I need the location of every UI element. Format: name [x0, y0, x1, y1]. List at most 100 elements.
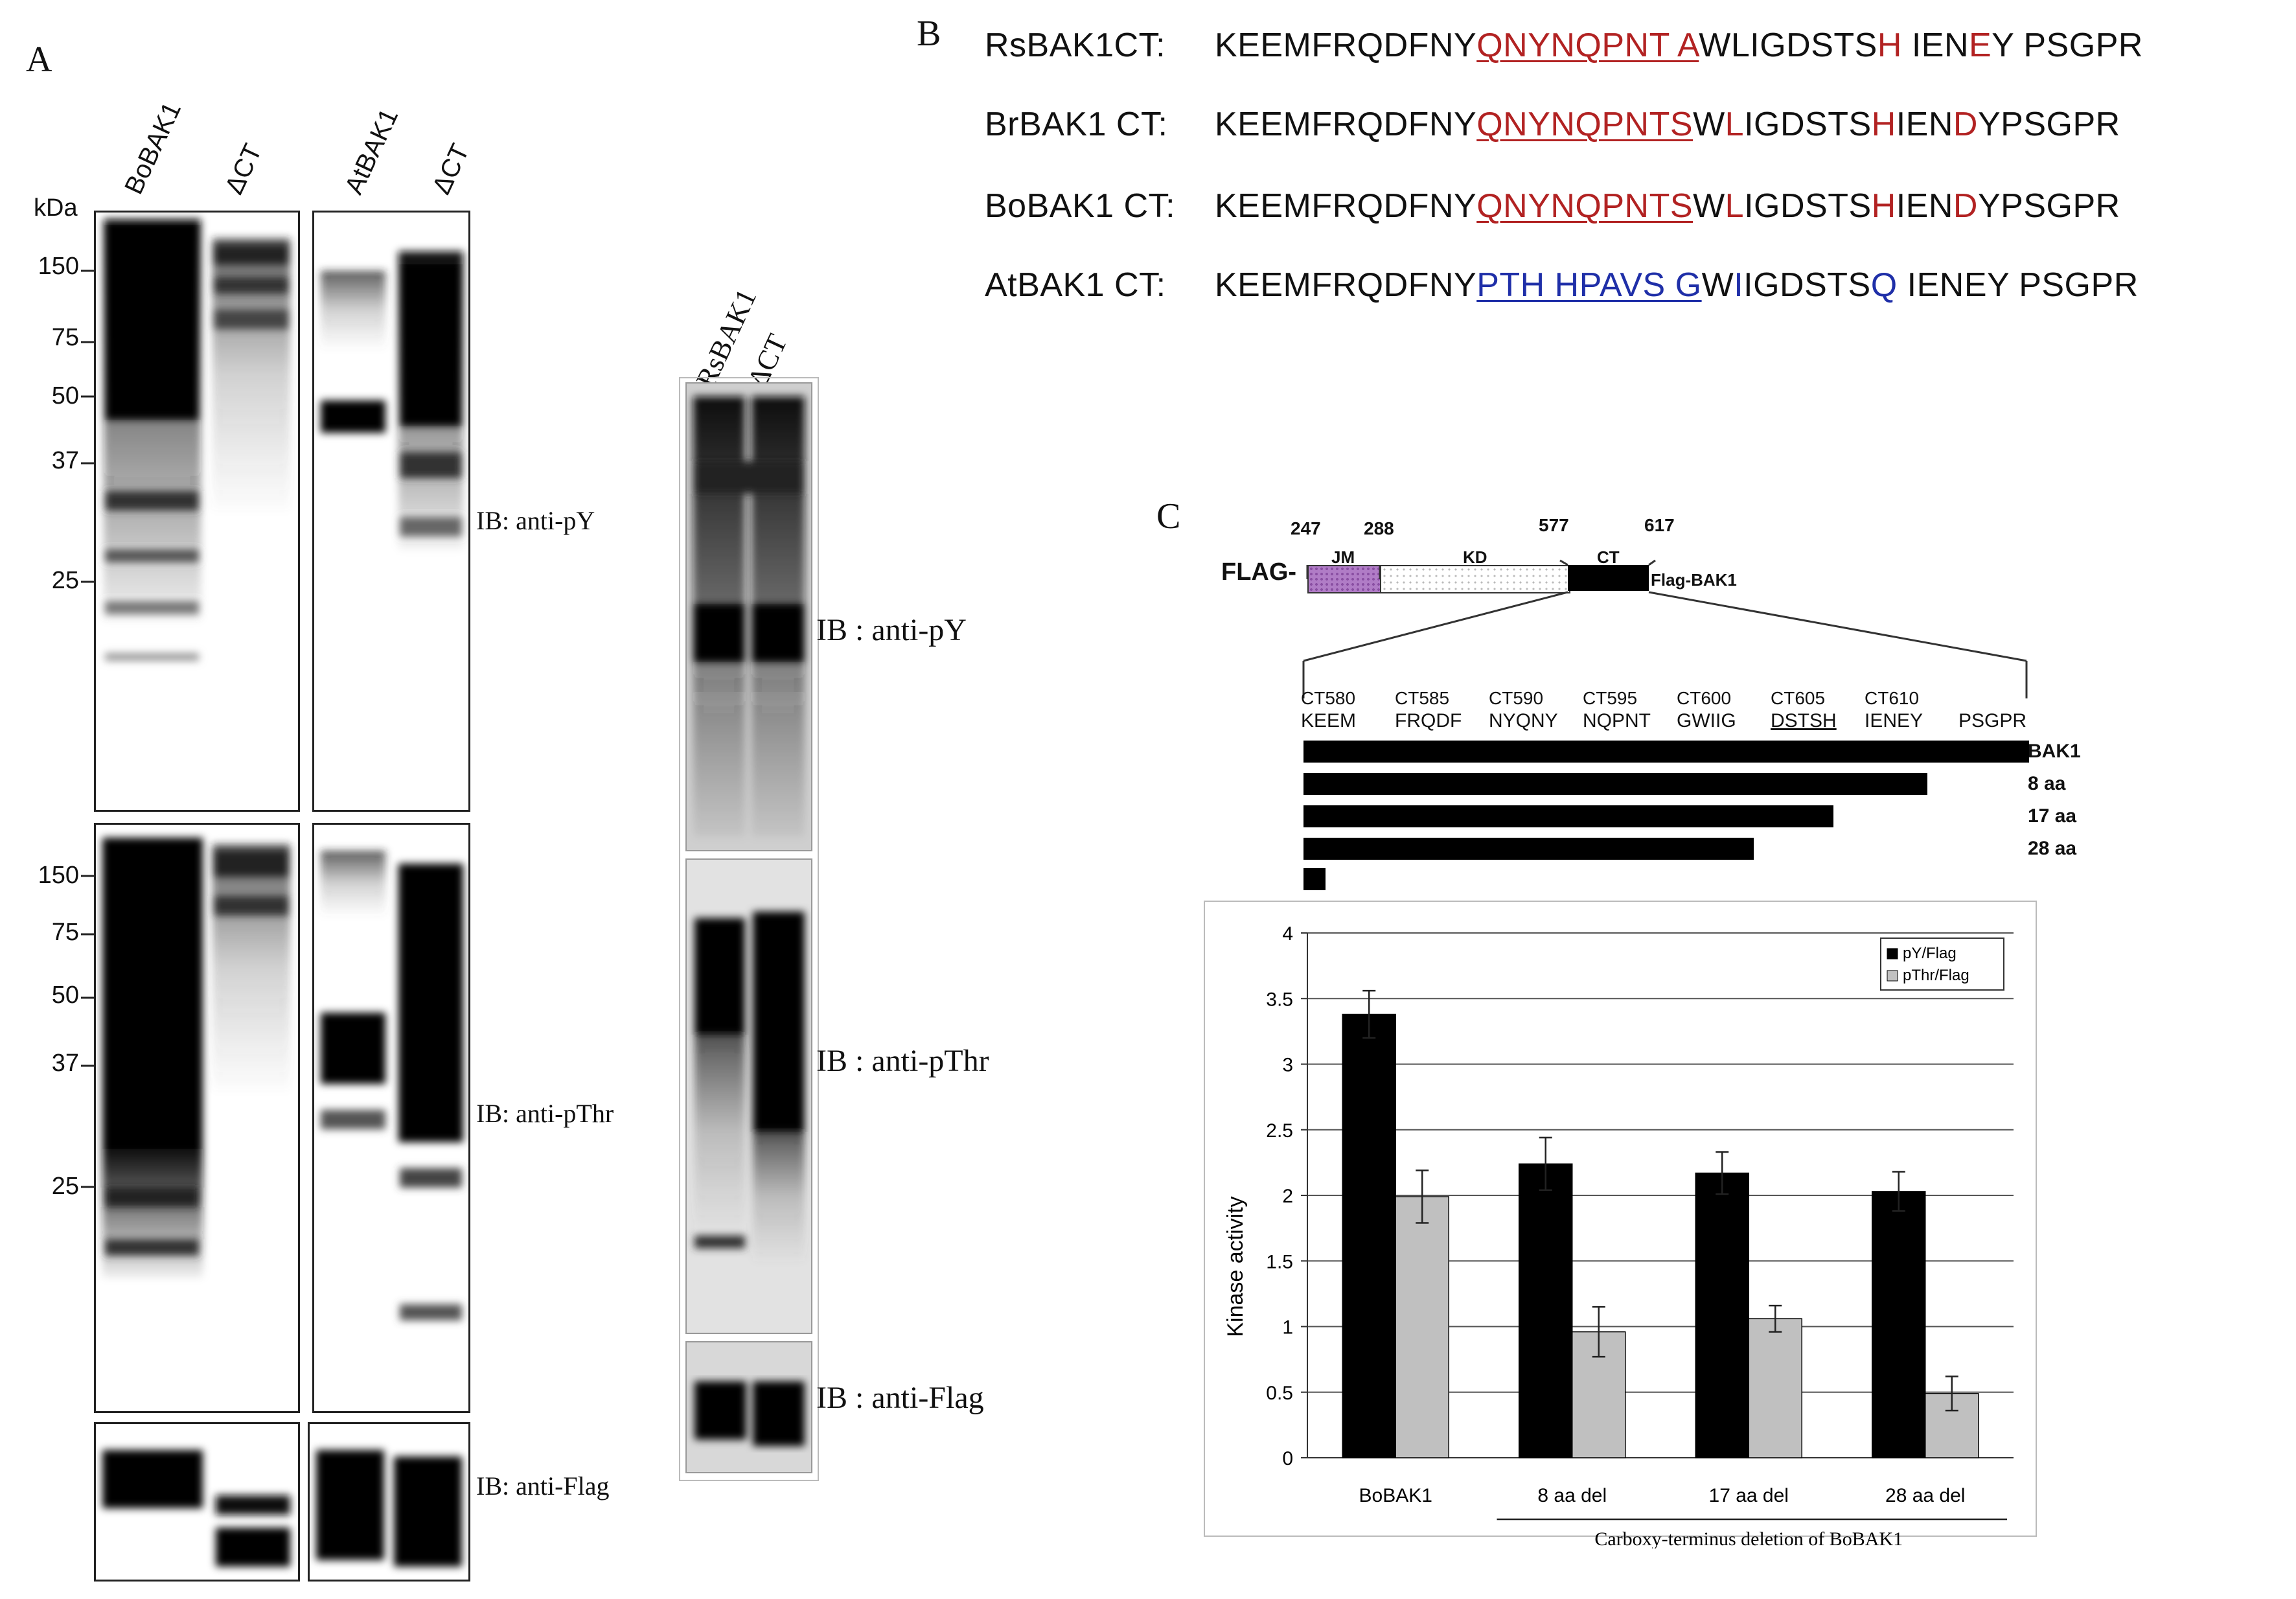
sequence-segment: IGDSTS: [1743, 266, 1871, 304]
seq-label: BrBAK1 CT:: [985, 106, 1168, 143]
y-tick-label: 3.5: [1266, 989, 1293, 1010]
sequence-segment: H: [1871, 187, 1896, 225]
blot-rs-flag: [685, 1341, 812, 1473]
sequence-segment: QNYNQPNTS: [1476, 106, 1693, 143]
domain-ct: [1568, 565, 1649, 591]
deletion-bar-17aa: [1303, 805, 1833, 827]
rs-ib-anti-py-label: IB : anti-pY: [816, 613, 967, 647]
sequence-segment: YPSGPR: [1977, 187, 2120, 225]
bar: [1695, 1172, 1749, 1458]
mw-marker: 25: [51, 567, 79, 594]
blot-rs-py: [685, 382, 812, 851]
sequence-segment: YPSGPR: [1977, 106, 2120, 143]
seq-row-bobak1: BoBAK1 CT: KEEMFRQDFNYQNYNQPNTSWLIGDSTSHI…: [985, 187, 2120, 225]
lane-label-bo-dct: ΔCT: [220, 139, 268, 199]
legend-label: pThr/Flag: [1903, 967, 1969, 984]
lane-label-atbak1: AtBAK1: [339, 104, 404, 199]
sequence-segment: W: [1701, 266, 1734, 304]
y-tick-label: 2.5: [1266, 1120, 1293, 1142]
mw-marker: 150: [38, 862, 79, 889]
ct-position-sequence: PSGPR: [1958, 710, 2027, 731]
sequence: KEEMFRQDFNYQNYNQPNTSWLIGDSTSHIENDYPSGPR: [1215, 187, 2120, 225]
sequence-segment: QNYNQPNTS: [1476, 187, 1693, 225]
ct-position-number: CT610: [1865, 688, 1920, 708]
deletion-label-bak1: BAK1: [2028, 741, 2081, 762]
mw-marker: 25: [51, 1173, 79, 1200]
legend-box: [1880, 938, 2004, 991]
deletion-bar-8aa: [1303, 773, 1927, 795]
sequence-segment: L: [1725, 187, 1745, 225]
sequence-segment: IEN: [1901, 27, 1969, 64]
domain-flag-label: FLAG-: [1221, 558, 1297, 586]
panel-a-letter: A: [26, 40, 52, 80]
ct-position-number: CT605: [1771, 688, 1826, 708]
ct-position-number: CT585: [1395, 688, 1450, 708]
y-tick-label: 0.5: [1266, 1383, 1293, 1404]
ct-position-sequence: KEEM: [1301, 710, 1357, 731]
sequence-segment: H: [1877, 27, 1902, 64]
sequence-segment: KEEMFRQDFNY: [1215, 187, 1477, 225]
domain-pos-577: 577: [1539, 515, 1569, 535]
mw-marker: 75: [51, 324, 79, 351]
bar: [1872, 1191, 1926, 1458]
y-tick-label: 4: [1282, 923, 1293, 945]
domain-ct-label: CT: [1597, 547, 1620, 567]
sequence-segment: KEEMFRQDFNY: [1215, 266, 1477, 304]
x-tick-label: 28 aa del: [1885, 1485, 1965, 1506]
deletion-bar-ct-stub: [1303, 868, 1326, 890]
ib-anti-py-label: IB: anti-pY: [476, 506, 595, 535]
deletion-label-17aa: 17 aa: [2028, 805, 2077, 827]
domain-connectors: [1302, 559, 2028, 698]
ct-position-sequence: IENEY: [1865, 710, 1923, 731]
mw-ticks: [81, 270, 95, 1188]
y-tick-label: 0: [1282, 1448, 1293, 1469]
ct-position-sequence: DSTSH: [1771, 710, 1837, 731]
ct-position-sequence: NYQNY: [1489, 710, 1558, 731]
kinase-activity-chart: 0 0.5 1 1.5 2 2.5 3 3.5 4 BoBAK1 8 aa del 17 aa del…: [1223, 923, 2014, 1548]
y-tick-label: 2: [1282, 1186, 1293, 1207]
blot-at-pthr: [312, 823, 470, 1413]
seq-label: BoBAK1 CT:: [985, 187, 1176, 225]
domain-pos-617: 617: [1644, 515, 1675, 535]
x-axis-label: Carboxy-terminus deletion of BoBAK1: [1594, 1528, 1903, 1548]
ct-position-number: CT595: [1583, 688, 1638, 708]
legend-swatch: [1887, 948, 1898, 960]
sequence: KEEMFRQDFNYPTH HPAVS GWIIGDSTSQ IENEY PS…: [1215, 266, 2139, 304]
blot-rs-pthr: [685, 858, 812, 1334]
sequence-segment: L: [1725, 106, 1745, 143]
y-tick-label: 3: [1282, 1055, 1293, 1076]
bar: [1395, 1196, 1449, 1458]
mw-marker: 75: [51, 919, 79, 946]
mw-marker: 50: [51, 982, 79, 1009]
x-tick-label: 17 aa del: [1709, 1485, 1789, 1506]
mw-marker: 50: [51, 382, 79, 409]
sequence-segment: IEN: [1896, 187, 1953, 225]
mw-marker: 37: [51, 1050, 79, 1077]
mw-marker: 150: [38, 253, 79, 280]
x-tick-label: 8 aa del: [1537, 1485, 1607, 1506]
ib-anti-pthr-label: IB: anti-pThr: [476, 1099, 614, 1128]
sequence-segment: Q: [1870, 266, 1898, 304]
domain-jm: [1307, 565, 1383, 593]
sequence-segment: W: [1693, 187, 1725, 225]
deletion-label-8aa: 8 aa: [2028, 773, 2066, 794]
mw-marker: 37: [51, 447, 79, 474]
domain-kd-label: KD: [1463, 547, 1487, 567]
sequence-segment: D: [1953, 187, 1978, 225]
sequence-segment: IEN: [1896, 106, 1953, 143]
blot-at-flag: [308, 1422, 470, 1582]
y-axis-label: Kinase activity: [1223, 1196, 1248, 1337]
lane-label-at-dct: ΔCT: [427, 139, 475, 199]
panel-c-letter: C: [1156, 496, 1181, 536]
domain-jm-label: JM: [1331, 547, 1355, 567]
sequence-segment: KEEMFRQDFNY: [1215, 27, 1477, 64]
panel-b-letter: B: [917, 14, 941, 54]
legend-swatch: [1887, 970, 1898, 982]
seq-row-brbak1: BrBAK1 CT: KEEMFRQDFNYQNYNQPNTSWLIGDSTSHI…: [985, 105, 2120, 144]
sequence-segment: E: [1969, 27, 1992, 64]
ct-position-number: CT590: [1489, 688, 1544, 708]
sequence-segment: Y PSGPR: [1992, 27, 2143, 64]
seq-row-rsbak1: RsBAK1CT: KEEMFRQDFNYQNYNQPNT AWLIGDSTSH …: [985, 26, 2143, 65]
bar: [1519, 1163, 1573, 1458]
domain-pos-247: 247: [1291, 518, 1321, 538]
